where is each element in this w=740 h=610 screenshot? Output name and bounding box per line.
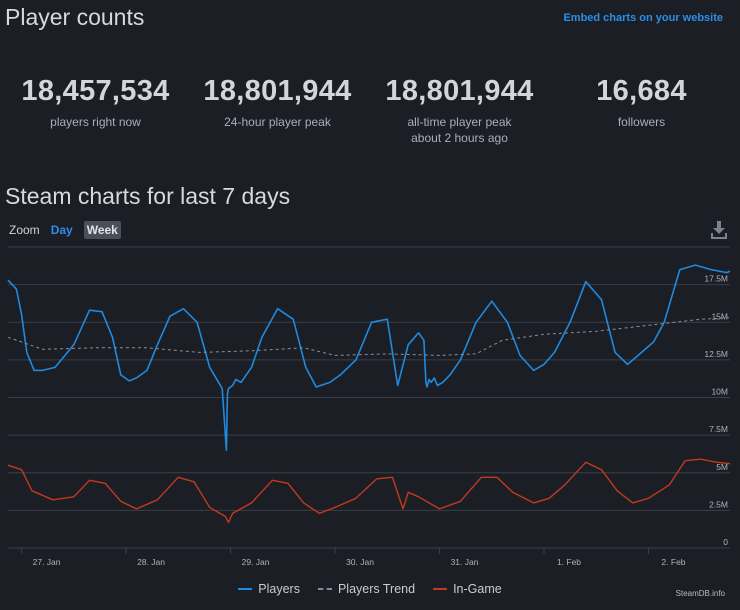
stat-24h-peak: 18,801,944 24-hour player peak [185,75,370,130]
x-tick-label: 29. Jan [242,557,270,567]
charts-section-title: Steam charts for last 7 days [5,183,291,209]
legend-item-players[interactable]: Players [238,582,300,596]
y-tick-label: 0 [723,537,728,547]
series-trend-line [7,317,731,356]
x-tick-label: 30. Jan [346,557,374,567]
stat-label: all-time player peak [407,115,512,129]
x-axis-ticks: 27. Jan 28. Jan 29. Jan 30. Jan 31. Jan 1. Fe… [21,548,686,567]
y-tick-label: 10M [711,387,728,397]
grid-layer [8,246,730,549]
legend-label: Players Trend [337,582,416,596]
stat-followers: 16,684 followers [549,75,734,130]
series-layer [7,264,731,524]
legend-item-in-game[interactable]: In-Game [433,582,502,596]
y-tick-label: 17.5M [704,274,728,284]
x-tick-label: 31. Jan [451,557,479,567]
stat-value: 18,801,944 [203,75,352,107]
stat-label: followers [617,115,666,129]
legend-swatch-trend [317,588,332,590]
y-tick-label: 2.5M [709,499,728,509]
y-tick-label: 15M [711,311,728,321]
series-players-line [7,264,731,451]
steamdb-credit: SteamDB.info [675,589,725,598]
zoom-bar: Zoom Day Week [9,221,121,239]
x-tick-label: 28. Jan [137,557,165,567]
y-tick-label: 12.5M [704,349,728,359]
zoom-day-button[interactable]: Day [50,223,73,237]
legend-swatch-players [238,588,253,590]
download-icon[interactable] [711,221,727,239]
stat-players-now: 18,457,534 players right now [3,75,188,130]
x-tick-label: 27. Jan [33,557,61,567]
stat-value: 16,684 [596,75,687,107]
chart-legend: Players Players Trend In-Game [0,582,740,596]
x-tick-label: 1. Feb [557,557,581,567]
stat-sublabel: about 2 hours ago [411,131,508,145]
x-tick-label: 2. Feb [661,557,685,567]
stat-all-time-peak: 18,801,944 all-time player peak about 2 … [367,75,552,146]
y-axis-ticks: 0 2.5M 5M 7.5M 10M 12.5M 15M 17.5M [704,274,728,547]
embed-charts-link[interactable]: Embed charts on your website [563,12,723,24]
y-tick-label: 7.5M [709,424,728,434]
stat-value: 18,801,944 [385,75,534,107]
zoom-week-button[interactable]: Week [83,221,121,239]
stat-value: 18,457,534 [21,75,170,107]
legend-swatch-in-game [433,588,448,590]
zoom-label: Zoom [9,223,40,237]
legend-label: Players [258,582,300,596]
stat-label: players right now [50,115,141,129]
page-title: Player counts [5,4,145,30]
stat-label: 24-hour player peak [224,115,331,129]
series-in-game-line [7,458,731,524]
y-tick-label: 5M [716,462,728,472]
legend-item-players-trend[interactable]: Players Trend [317,582,416,596]
legend-label: In-Game [453,582,502,596]
